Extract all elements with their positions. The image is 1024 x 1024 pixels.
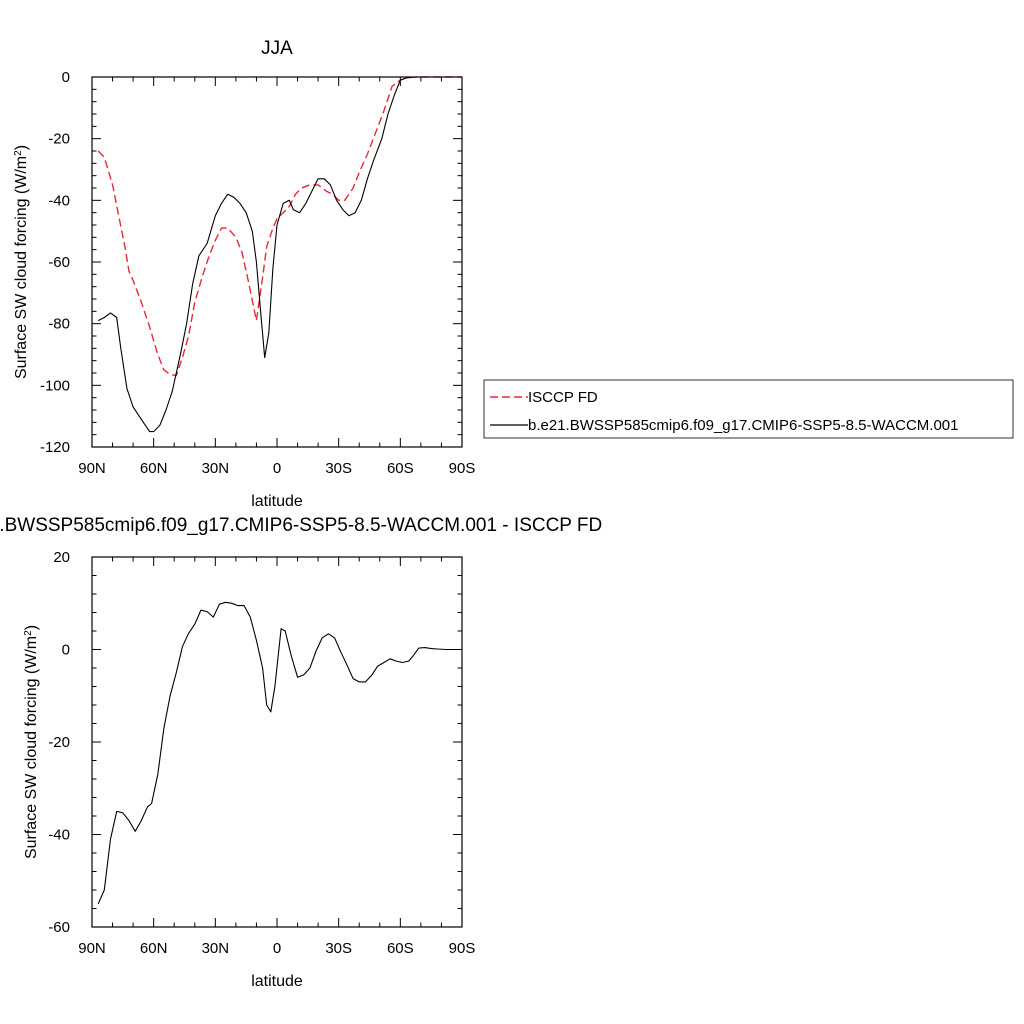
x-tick-label: 30S [325,460,352,477]
x-tick-label: 0 [273,940,281,957]
y-tick-label: -100 [40,377,70,394]
series-group [97,76,462,433]
y-tick-label: -120 [40,439,70,456]
x-axis-title: latitude [251,493,303,510]
x-tick-label: 60S [387,460,414,477]
y-tick-label: 0 [62,642,70,659]
chart-title: b.e21.BWSSP585cmip6.f09_g17.CMIP6-SSP5-8… [0,515,602,536]
y-axis-title: Surface SW cloud forcing (W/m2) [13,145,31,379]
x-tick-label: 90N [78,940,106,957]
x-tick-label: 30N [202,460,230,477]
x-tick-label: 30N [202,940,230,957]
tick-group: 90N 60N 30N 0 30S 60S 90S 20 0 -20 -40 -60 [48,549,475,957]
x-tick-label: 60S [387,940,414,957]
series-line-model [97,76,462,433]
x-axis-title: latitude [251,973,303,990]
x-tick-label: 60N [140,460,168,477]
x-tick-label: 30S [325,940,352,957]
series-group [97,601,462,905]
chart-jja-comparison: JJA 90N 60N 30N 0 30S 60S 90S 0 -20 -40 -60 -80 -100… [13,38,1014,510]
y-tick-label: 20 [53,549,70,566]
tick-group: 90N 60N 30N 0 30S 60S 90S 0 -20 -40 -60 -80 -100 -120 [40,69,475,477]
x-tick-label: 60N [140,940,168,957]
chart-difference: b.e21.BWSSP585cmip6.f09_g17.CMIP6-SSP5-8… [0,515,602,990]
y-tick-label: -40 [48,827,70,844]
x-tick-label: 90N [78,460,106,477]
y-tick-label: -80 [48,316,70,333]
y-axis-title: Surface SW cloud forcing (W/m2) [23,625,41,859]
y-tick-label: -20 [48,131,70,148]
y-tick-label: 0 [62,69,70,86]
legend: ISCCP FD b.e21.BWSSP585cmip6.f09_g17.CMI… [483,379,1014,439]
y-tick-label: -60 [48,254,70,271]
x-tick-label: 90S [449,460,476,477]
y-tick-label: -40 [48,192,70,209]
legend-box [483,379,1014,439]
series-line-difference [97,601,462,905]
legend-label-model: b.e21.BWSSP585cmip6.f09_g17.CMIP6-SSP5-8… [528,417,958,434]
chart-title: JJA [261,38,293,59]
y-tick-label: -60 [48,919,70,936]
x-tick-label: 0 [273,460,281,477]
x-tick-label: 90S [449,940,476,957]
legend-label-isccp: ISCCP FD [528,389,598,406]
y-tick-label: -20 [48,734,70,751]
